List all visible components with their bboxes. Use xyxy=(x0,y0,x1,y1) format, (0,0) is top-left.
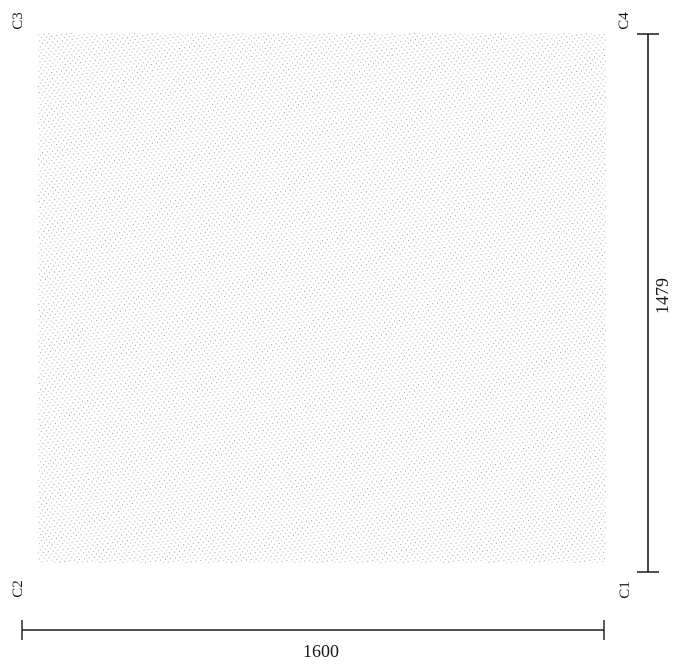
height-dimension-label: 1479 xyxy=(652,278,672,314)
corner-label-c4: C4 xyxy=(616,12,632,30)
height-dimension: 1479 xyxy=(637,33,672,573)
corner-label-c3: C3 xyxy=(10,12,26,30)
width-dimension: 1600 xyxy=(21,620,605,661)
corner-label-c2: C2 xyxy=(10,580,26,598)
corner-label-c1: C1 xyxy=(617,581,633,599)
width-dimension-label: 1600 xyxy=(303,641,339,661)
dotted-field xyxy=(38,33,606,563)
